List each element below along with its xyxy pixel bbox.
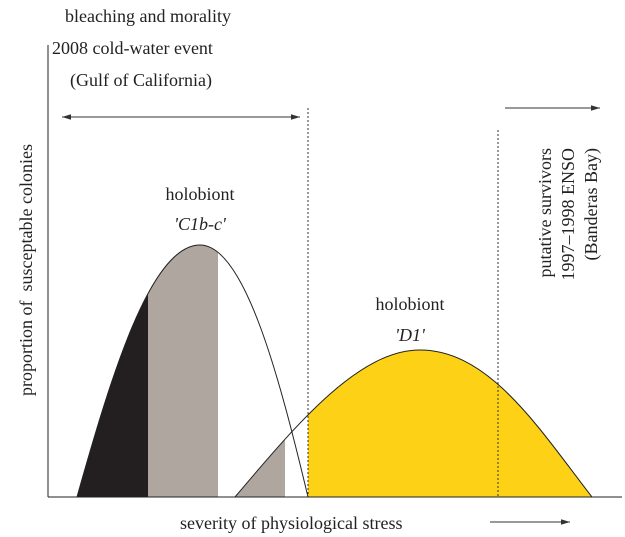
curve-outline	[234, 349, 593, 498]
curve-name: 'C1b-c'	[174, 214, 227, 234]
header-line: 2008 cold-water event	[52, 38, 213, 58]
survivors-line: 1997–1998 ENSO	[558, 148, 578, 281]
curve-label: holobiont	[165, 184, 234, 204]
curve-outline	[76, 244, 309, 498]
header-line: (Gulf of California)	[70, 70, 212, 91]
curve-label: holobiont	[375, 294, 444, 314]
survivors-line: (Banderas Bay)	[581, 148, 602, 260]
curve-name: 'D1'	[395, 325, 426, 345]
survivors-line: putative survivors	[535, 148, 555, 277]
x-axis-label: severity of physiological stress	[180, 513, 402, 533]
y-axis-label: proportion of susceptable colonies	[16, 144, 36, 396]
header-line: bleaching and morality	[65, 6, 231, 26]
